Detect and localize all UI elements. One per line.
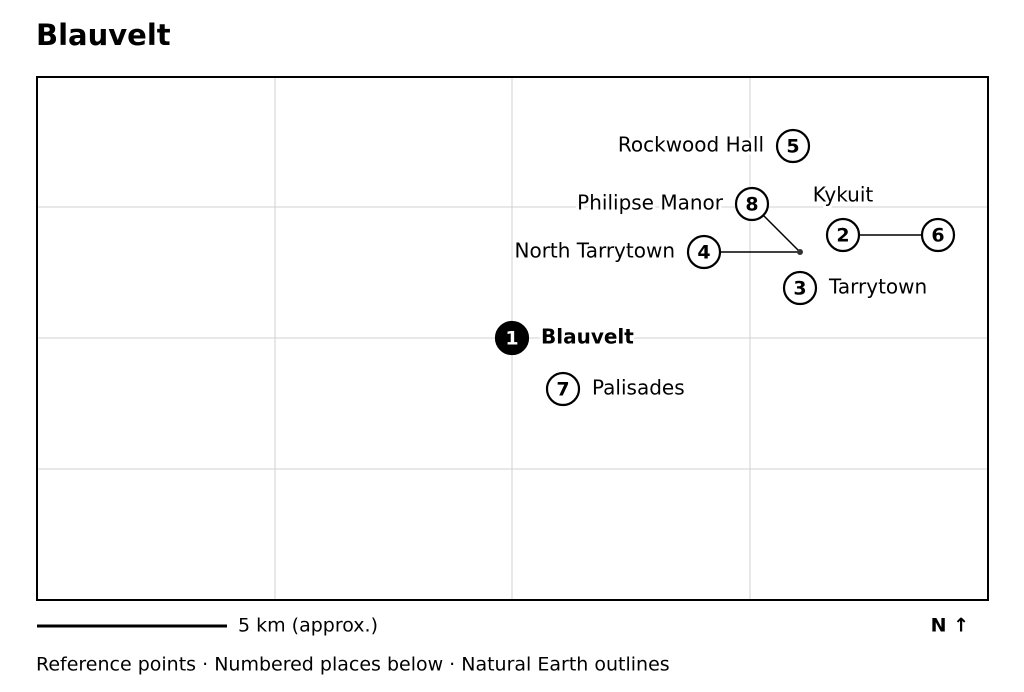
place-label: Kykuit: [813, 183, 874, 207]
scale-label: 5 km (approx.): [238, 615, 378, 637]
place-label: Palisades: [592, 376, 685, 400]
place-marker: [494, 320, 530, 356]
place-number: 3: [793, 278, 806, 300]
place-number: 4: [697, 242, 710, 264]
place-label: Tarrytown: [828, 275, 927, 299]
place-label: Philipse Manor: [577, 191, 724, 215]
place-number: 8: [745, 194, 758, 216]
place-marker: [686, 234, 722, 270]
place-marker: [920, 217, 956, 253]
place-number: 2: [836, 225, 849, 247]
place-label: Blauvelt: [541, 325, 634, 349]
place-marker: [782, 270, 818, 306]
place-marker: [775, 128, 811, 164]
map-border: [36, 76, 989, 601]
footer: Reference points · Numbered places below…: [36, 654, 670, 676]
place-number: 7: [556, 379, 569, 401]
place-number: 1: [505, 328, 518, 350]
place-marker: [825, 217, 861, 253]
north-arrow: N ↑: [931, 615, 969, 637]
place-marker: [545, 371, 581, 407]
place-number: 5: [786, 136, 799, 158]
places: 1 Blauvelt 2 Kykuit 3 Tarrytown 4 North Tarryto…: [494, 128, 956, 407]
place-label: North Tarrytown: [515, 239, 676, 263]
place-marker: [734, 186, 770, 222]
place-label: Rockwood Hall: [618, 133, 764, 157]
place-number: 6: [931, 225, 944, 247]
map-title: Blauvelt: [36, 18, 171, 52]
